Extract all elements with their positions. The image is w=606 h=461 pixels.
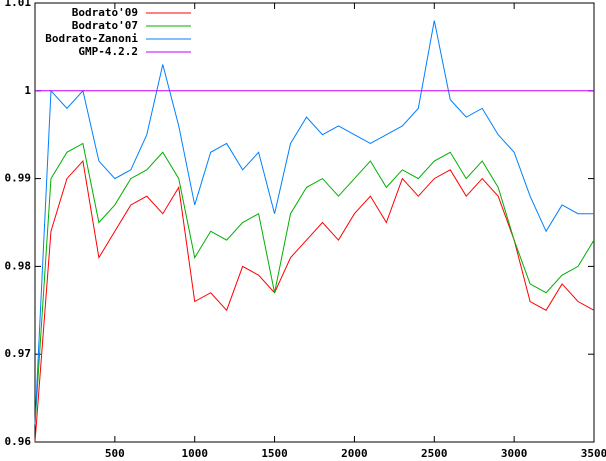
plot-frame	[34, 2, 595, 443]
x-tick-label: 500	[105, 447, 125, 460]
y-tick-label: 1	[24, 84, 31, 97]
y-tick-label: 0.96	[5, 435, 32, 448]
series-line	[34, 142, 595, 425]
x-tick-label: 1500	[261, 447, 288, 460]
series-line	[34, 159, 595, 443]
y-tick-label: 0.98	[5, 259, 32, 272]
series-line	[34, 20, 594, 425]
legend-label: Bodrato'07	[72, 19, 138, 32]
x-tick-label: 3500	[581, 447, 606, 460]
y-tick-label: 0.97	[5, 347, 32, 360]
y-tick-label: 1.01	[5, 0, 32, 9]
legend-label: Bodrato'09	[72, 6, 138, 19]
x-tick-label: 2000	[341, 447, 368, 460]
y-tick-label: 0.99	[5, 172, 32, 185]
x-tick-label: 3000	[501, 447, 528, 460]
legend-label: GMP-4.2.2	[78, 45, 138, 58]
legend-label: Bodrato-Zanoni	[45, 32, 138, 45]
x-tick-label: 2500	[421, 447, 448, 460]
x-tick-label: 1000	[181, 447, 208, 460]
